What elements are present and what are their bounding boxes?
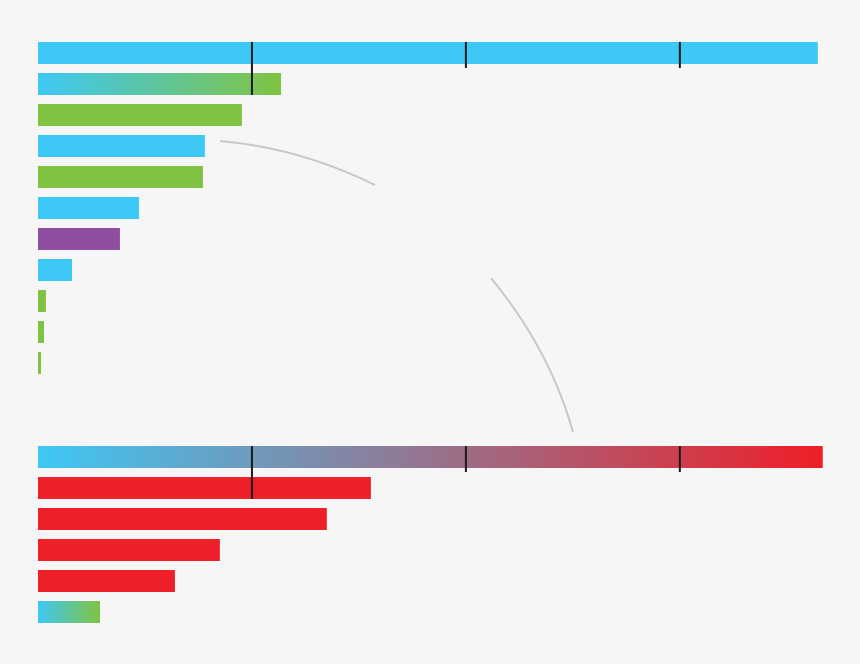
bar bbox=[38, 197, 139, 219]
bar bbox=[38, 446, 823, 468]
bar bbox=[38, 228, 120, 250]
bar bbox=[38, 104, 242, 126]
bar bbox=[38, 539, 220, 561]
bar bbox=[38, 477, 371, 499]
bar bbox=[38, 321, 44, 343]
connector-arc bbox=[490, 277, 574, 433]
bar bbox=[38, 42, 818, 64]
bar bbox=[38, 601, 101, 623]
bar bbox=[38, 570, 175, 592]
bar bbox=[38, 290, 46, 312]
bar bbox=[38, 135, 205, 157]
bar bbox=[38, 352, 41, 374]
bar bbox=[38, 73, 282, 95]
bar bbox=[38, 508, 327, 530]
bar bbox=[38, 259, 73, 281]
connector-arc bbox=[219, 140, 376, 186]
bar bbox=[38, 166, 203, 188]
